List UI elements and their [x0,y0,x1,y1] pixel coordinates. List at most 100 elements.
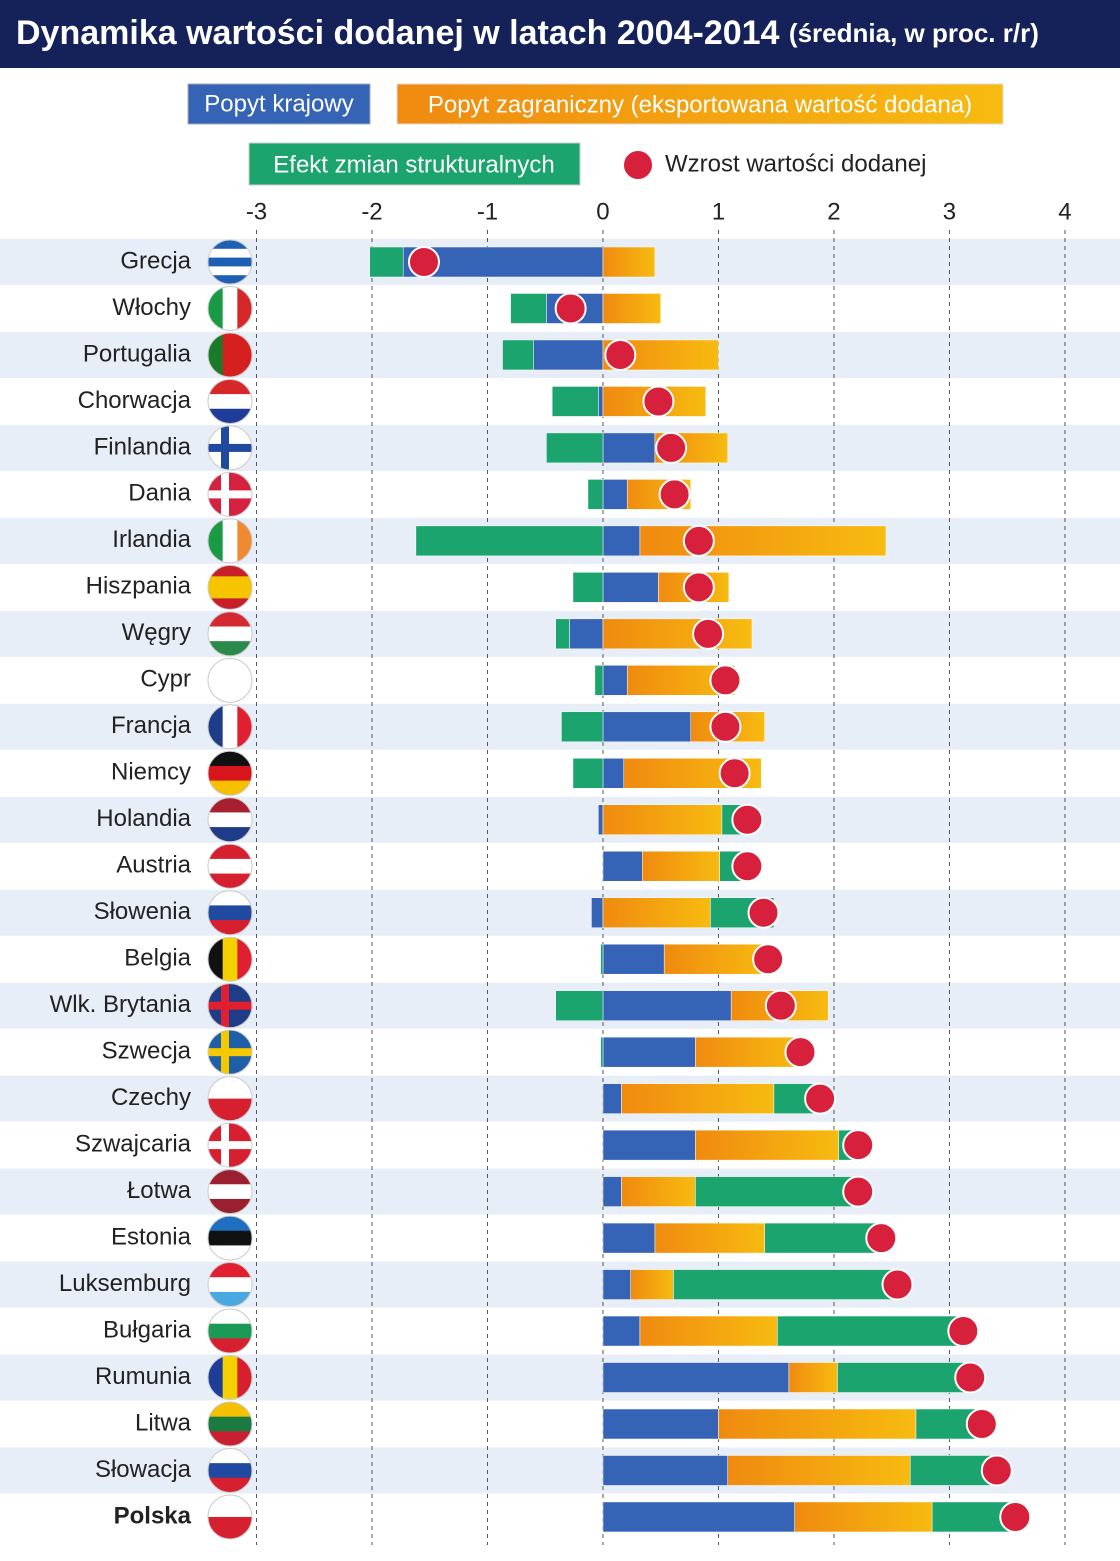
flag-ring [207,704,253,750]
x-tick-label: 3 [943,198,956,225]
bar-segment [602,1222,656,1254]
flag-ring [207,1169,253,1215]
flag-stripe [208,873,252,889]
category-label: Grecja [120,247,191,274]
marker [709,710,742,743]
flag-stripe [208,1230,252,1246]
bar-segment [794,1501,933,1533]
flag-stripe [208,905,252,921]
flag [208,1448,252,1493]
flag-stripe [222,518,238,563]
flag-stripe [222,1355,238,1400]
flag [208,1216,252,1261]
bar-segment [600,1036,604,1068]
flag-stripe [208,1262,252,1278]
flag-cross [221,1030,229,1075]
category-label: Włochy [112,294,191,321]
bar-segment [569,618,604,650]
flag [208,658,252,703]
category-label: Estonia [111,1223,192,1250]
flag [208,1309,252,1354]
flag [208,704,252,749]
bar-segment [602,293,661,324]
x-tick-label: -3 [246,198,267,225]
x-tick-label: 2 [827,198,840,225]
flag-stripe [208,1355,224,1400]
category-label: Hiszpania [86,573,192,600]
flag [208,1402,252,1446]
bar-segment [602,1269,631,1300]
flag-stripe [208,576,252,588]
flag-stripe [208,1076,252,1100]
marker [804,1082,837,1115]
flag-ring [207,1076,253,1122]
bar-segment [777,1315,964,1347]
bar-segment [533,339,604,371]
flag-stripe [222,704,238,749]
row-band [0,1168,1120,1215]
bar-segment [602,897,711,928]
flag-ring [207,1494,253,1540]
flag-ring [207,611,253,657]
flag [208,425,252,470]
marker [692,617,725,650]
flag-cross [208,443,252,452]
flag-stripe [208,611,252,628]
flag [208,937,252,982]
flag-stripe [208,844,252,860]
flag-cross [208,1001,252,1010]
bar-segment [621,1176,696,1207]
category-label: Chorwacja [78,387,192,414]
flag-stripe [208,1169,252,1185]
category-label: Belgia [124,945,191,972]
bar-segment [602,943,665,975]
flag-stripe [237,332,252,377]
category-label: Szwajcaria [75,1130,192,1157]
bar-segment [587,479,604,510]
marker [954,1361,987,1394]
flag-stripe [208,797,252,813]
marker [682,524,715,557]
marker [980,1454,1013,1487]
bar-segment [630,1269,674,1300]
category-label: Słowacja [95,1456,192,1483]
bar-segment [510,293,547,324]
flag-stripe [208,1477,252,1493]
flag [208,797,252,842]
flag-stripe [208,248,252,259]
flag-stripe [237,286,252,331]
flag-stripe [208,1448,252,1464]
bar-segment [572,758,604,789]
legend-swatch [187,83,371,125]
flag-stripe [208,704,224,749]
legend-swatch [396,83,1004,125]
category-label: Bułgaria [103,1316,192,1343]
bar-segment [695,1036,800,1068]
bar-segment [602,1083,622,1114]
marker [731,803,764,836]
category-label: Dania [128,480,191,507]
flag-stripe [208,408,252,424]
flag-stripe [208,1516,252,1539]
legend-swatch [248,142,581,186]
bar-segment [555,618,570,650]
bar-segment [555,990,604,1021]
title-bar [0,0,1120,68]
category-label: Cypr [140,666,191,693]
category-label: Słowenia [94,898,192,925]
bar-segment [551,386,599,417]
x-tick-label: -2 [361,198,382,225]
flag-stripe [208,275,252,284]
bar-segment [602,990,732,1021]
flag-stripe [208,858,252,875]
flag-ring [207,1262,253,1308]
flag-stripe [208,266,252,276]
marker [407,246,440,278]
legend-label: Wzrost wartości dodanej [665,150,926,177]
bar-segment [602,665,628,696]
flag-stripe [208,1463,252,1479]
bar-segment [718,1408,917,1440]
category-label: Finlandia [94,433,192,460]
flag-stripe [208,394,252,410]
category-label: Holandia [96,805,191,832]
